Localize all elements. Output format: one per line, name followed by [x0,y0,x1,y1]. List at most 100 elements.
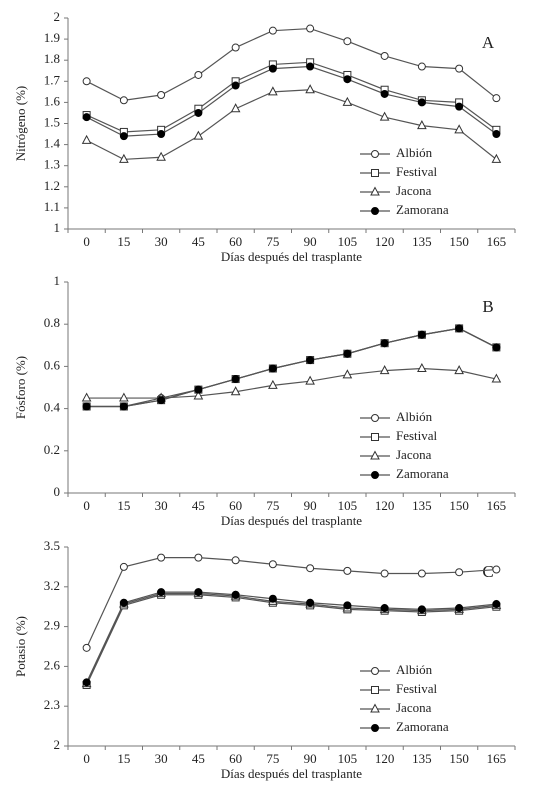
data-point [380,51,389,60]
data-point [306,598,315,607]
series-line [86,327,497,408]
data-point [119,96,128,105]
data-point [231,43,240,52]
x-tick-label: 105 [338,498,358,513]
legend-marker [371,724,379,732]
x-tick-label: 0 [83,751,90,766]
data-point [82,402,91,411]
data-point [193,130,204,140]
legend-label: Zamorana [396,466,449,481]
data-point [492,600,501,609]
y-axis-label: Fósforo (%) [13,356,28,419]
data-point [455,64,464,73]
data-point [417,605,426,614]
data-point [306,356,315,365]
x-tick-label: 150 [449,498,469,513]
data-point [306,24,315,33]
legend-label: Zamorana [396,202,449,217]
data-point [455,324,464,333]
x-tick-label: 105 [338,234,358,249]
y-tick-label: 1 [54,220,61,235]
x-tick-label: 120 [375,751,395,766]
x-tick-label: 60 [229,751,242,766]
y-tick-label: 0.8 [44,315,60,330]
x-tick-label: 150 [449,234,469,249]
y-tick-label: 1.6 [44,93,61,108]
data-point [343,37,352,46]
x-tick-label: 60 [229,234,242,249]
panel-label: B [482,297,493,316]
data-point [268,64,277,73]
series-line [86,65,497,137]
series-line [86,594,497,686]
data-point [379,365,390,375]
y-tick-label: 1.4 [44,136,61,151]
x-tick-label: 0 [83,498,90,513]
data-point [268,86,278,96]
data-point [491,373,502,383]
data-point [156,151,166,161]
series-line [86,61,497,133]
legend-label: Jacona [396,700,432,715]
y-tick-label: 0.4 [44,400,61,415]
data-point [417,120,427,130]
x-tick-label: 120 [375,498,395,513]
x-tick-label: 30 [155,234,168,249]
x-tick-label: 15 [117,751,130,766]
legend-label: Zamorana [396,719,449,734]
legend-marker [371,169,379,177]
series-line [86,89,497,160]
data-point [194,108,203,117]
data-point [343,349,352,358]
x-axis-label: Días después del trasplante [221,766,362,781]
data-point [194,588,203,597]
x-tick-label: 0 [83,234,90,249]
data-point [417,362,427,373]
y-tick-label: 1.9 [44,30,60,45]
data-point [157,91,166,100]
data-point [119,392,129,402]
y-tick-label: 2 [54,737,61,752]
data-point [454,124,464,134]
x-tick-label: 120 [375,234,395,249]
legend-marker [371,686,379,694]
data-point [119,562,128,571]
data-point [81,134,92,144]
data-point [194,385,203,394]
data-point [119,598,128,607]
data-point [455,568,464,577]
data-point [343,566,352,575]
series-line [86,557,497,649]
x-tick-label: 165 [487,234,507,249]
legend-label: Albión [396,662,433,677]
data-point [379,111,390,121]
data-point [455,102,464,111]
x-tick-label: 90 [304,234,317,249]
data-point [82,678,91,687]
data-point [119,402,128,411]
legend-marker [371,207,379,215]
legend-label: Albión [396,145,433,160]
x-tick-label: 135 [412,498,432,513]
y-axis-label: Nitrógeno (%) [13,86,28,161]
legend-marker [370,450,380,460]
x-tick-label: 45 [192,234,205,249]
legend-label: Festival [396,681,438,696]
x-tick-label: 45 [192,498,205,513]
data-point [231,590,240,599]
x-tick-label: 105 [338,751,358,766]
data-point [342,96,353,106]
x-axis-label: Días después del trasplante [221,249,362,264]
panel-label: C [482,562,493,581]
y-tick-label: 1.7 [44,72,61,87]
data-point [305,84,315,94]
data-point [119,153,129,163]
x-tick-label: 75 [266,234,279,249]
data-point [81,392,92,402]
data-point [231,375,240,384]
x-tick-label: 60 [229,498,242,513]
legend-marker [370,703,380,713]
series-line [86,327,497,408]
data-point [343,75,352,84]
